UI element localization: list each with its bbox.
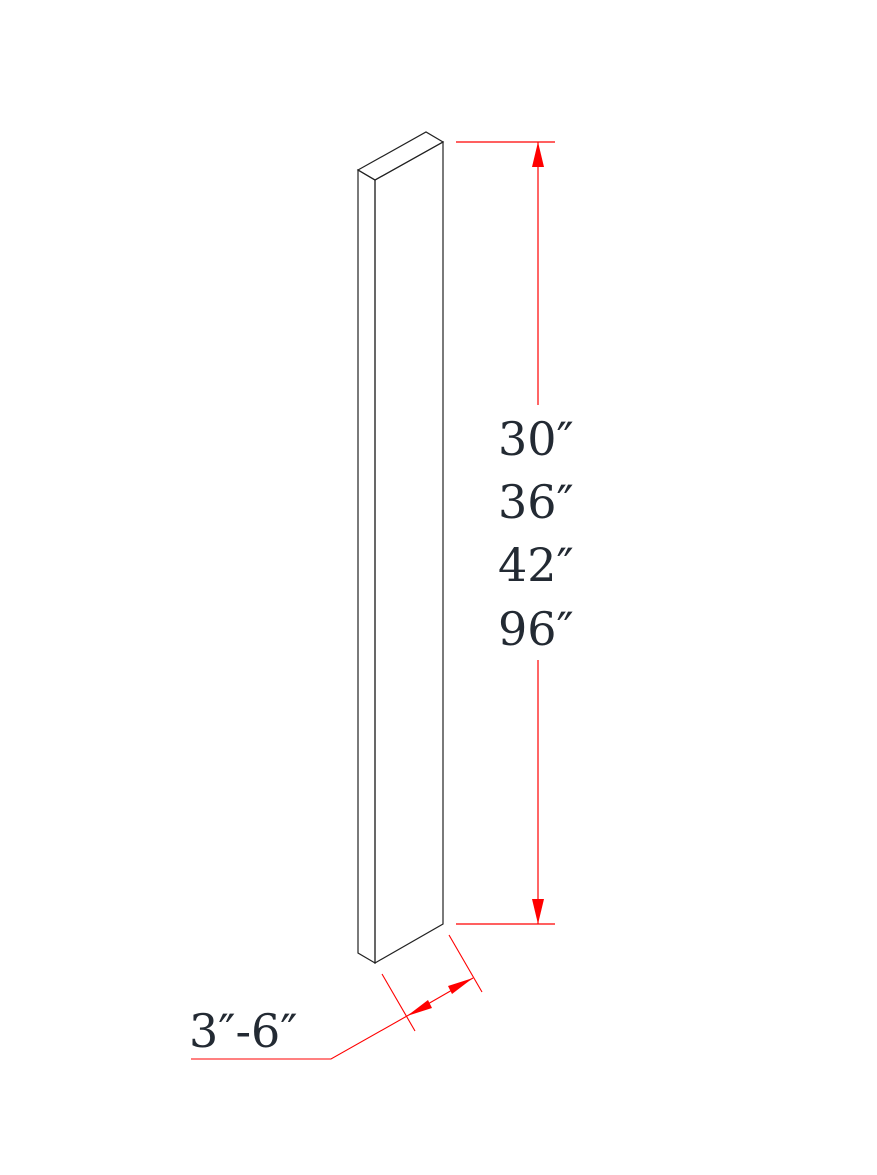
filler-panel	[356, 131, 445, 965]
arrowhead-up	[532, 142, 544, 167]
panel-side-face	[357, 168, 376, 965]
height-value-3: 42″	[498, 538, 574, 592]
arrowhead-down	[532, 899, 544, 924]
extension-line-right	[448, 934, 483, 993]
width-dimension	[191, 934, 483, 1060]
panel-front-face	[374, 140, 444, 965]
arrowhead-left	[407, 1000, 432, 1016]
height-value-2: 36″	[498, 475, 574, 529]
arrowhead-right	[448, 978, 473, 994]
height-value-1: 30″	[498, 412, 574, 466]
extension-line-left	[381, 973, 416, 1032]
height-dimension	[456, 141, 555, 925]
leader-line	[191, 1015, 408, 1060]
height-value-4: 96″	[498, 602, 574, 656]
width-value: 3″-6″	[189, 1004, 297, 1058]
panel-top-face	[356, 131, 445, 181]
